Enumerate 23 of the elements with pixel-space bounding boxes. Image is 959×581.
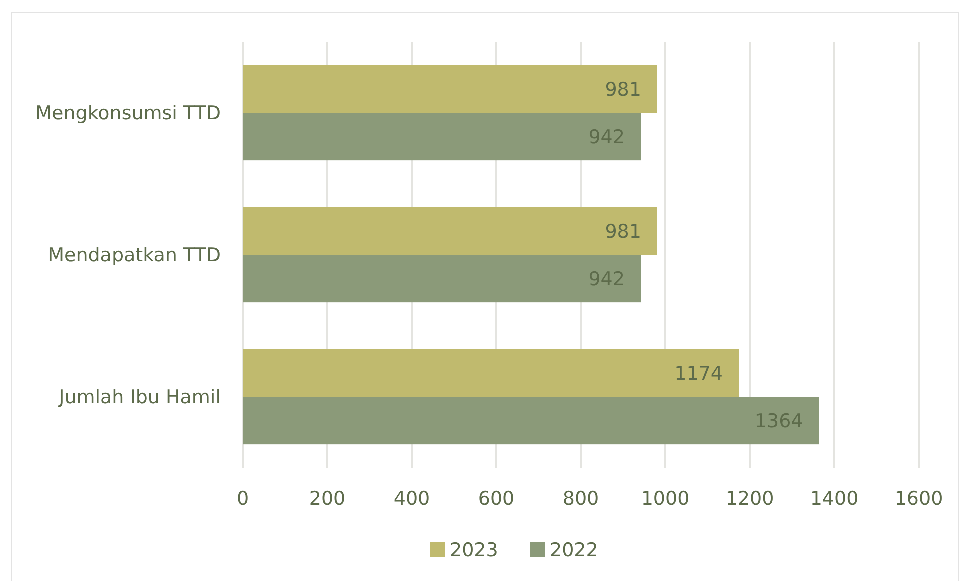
bar [243, 255, 641, 303]
x-tick-label: 600 [478, 488, 515, 510]
bar [243, 397, 820, 445]
y-tick-label: Mendapatkan TTD [48, 244, 221, 267]
legend-label: 2023 [450, 540, 498, 562]
y-tick-label: Mengkonsumsi TTD [36, 102, 221, 125]
x-tick-label: 200 [309, 488, 346, 510]
legend-label: 2022 [550, 540, 598, 562]
x-tick-label: 1600 [894, 488, 944, 510]
data-label: 1174 [674, 362, 724, 385]
data-label: 981 [605, 78, 642, 101]
x-tick-label: 800 [562, 488, 600, 510]
bar [243, 65, 658, 113]
x-tick-label: 1400 [810, 488, 859, 510]
bar [243, 113, 641, 161]
bar [243, 349, 740, 397]
x-tick-label: 1200 [726, 488, 774, 510]
y-tick-label: Jumlah Ibu Hamil [58, 386, 221, 409]
data-label: 981 [605, 220, 642, 243]
x-tick-label: 1000 [641, 488, 690, 510]
bar [243, 207, 658, 255]
x-tick-label: 0 [236, 488, 250, 510]
x-tick-label: 400 [394, 488, 430, 510]
